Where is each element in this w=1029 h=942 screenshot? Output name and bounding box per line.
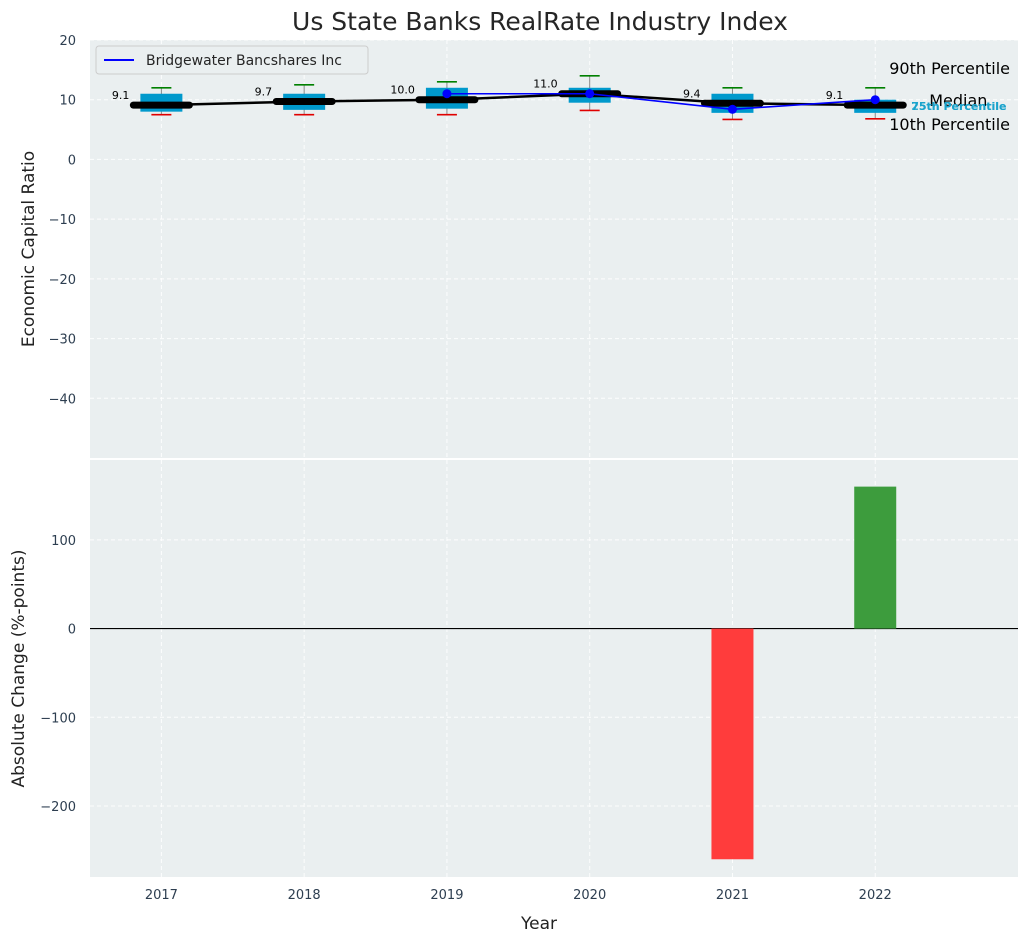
top-y-tick-label: 0 bbox=[68, 153, 76, 168]
median-value-label: 9.1 bbox=[826, 89, 844, 102]
x-tick-label: 2018 bbox=[288, 888, 321, 903]
median-value-label: 11.0 bbox=[533, 78, 558, 91]
x-tick-label: 2017 bbox=[145, 888, 178, 903]
series-point bbox=[442, 89, 452, 99]
bottom-y-tick-label: −100 bbox=[40, 711, 76, 726]
bottom-y-ticks: −200 −100 0 100 bbox=[40, 534, 76, 815]
bottom-y-axis-label: Absolute Change (%-points) bbox=[9, 550, 29, 788]
chart-title: Us State Banks RealRate Industry Index bbox=[292, 7, 788, 36]
bottom-y-tick-label: 0 bbox=[68, 623, 76, 638]
annotation-median: Median bbox=[929, 91, 987, 110]
percentile-annotations: 90th Percentile Median 10th Percentile 75th… bbox=[889, 59, 1010, 134]
median-value-label: 10.0 bbox=[390, 84, 415, 97]
bottom-y-tick-label: 100 bbox=[51, 534, 76, 549]
top-y-tick-label: −40 bbox=[49, 392, 76, 407]
legend-label: Bridgewater Bancshares Inc bbox=[146, 53, 342, 69]
series-point bbox=[727, 104, 737, 114]
top-y-axis-label: Economic Capital Ratio bbox=[19, 151, 39, 347]
top-y-tick-label: 10 bbox=[59, 94, 76, 109]
legend-frame bbox=[95, 45, 369, 75]
x-tick-label: 2019 bbox=[430, 888, 463, 903]
series-point bbox=[870, 95, 880, 105]
change-bars bbox=[711, 486, 897, 860]
bottom-gridlines bbox=[90, 460, 1018, 877]
x-axis-label: Year bbox=[520, 914, 557, 934]
company-series bbox=[442, 89, 880, 114]
change-bar bbox=[854, 486, 897, 629]
top-y-tick-label: −20 bbox=[49, 273, 76, 288]
x-ticks: 2017 2018 2019 2020 2021 2022 bbox=[145, 888, 892, 903]
x-tick-label: 2021 bbox=[716, 888, 749, 903]
top-y-tick-label: 20 bbox=[59, 34, 76, 49]
median-value-label: 9.4 bbox=[683, 87, 701, 100]
top-y-ticks: −40 −30 −20 −10 0 10 20 bbox=[49, 34, 76, 407]
annotation-75th-percentile: 75th Percentile bbox=[911, 100, 1006, 113]
top-y-tick-label: −10 bbox=[49, 213, 76, 228]
series-line bbox=[446, 92, 876, 111]
bottom-y-tick-label: −200 bbox=[40, 800, 76, 815]
top-y-tick-label: −30 bbox=[49, 333, 76, 348]
annotation-10th-percentile: 10th Percentile bbox=[889, 115, 1010, 134]
median-value-label: 9.1 bbox=[112, 89, 130, 102]
legend: Bridgewater Bancshares Inc bbox=[95, 45, 369, 75]
change-bar bbox=[711, 628, 754, 860]
annotation-25th-percentile: 25th Percentile bbox=[911, 100, 1006, 113]
annotation-90th-percentile: 90th Percentile bbox=[889, 59, 1010, 78]
series-point bbox=[585, 89, 595, 99]
median-value-label: 9.7 bbox=[255, 86, 273, 99]
x-tick-label: 2022 bbox=[859, 888, 892, 903]
x-tick-label: 2020 bbox=[573, 888, 606, 903]
